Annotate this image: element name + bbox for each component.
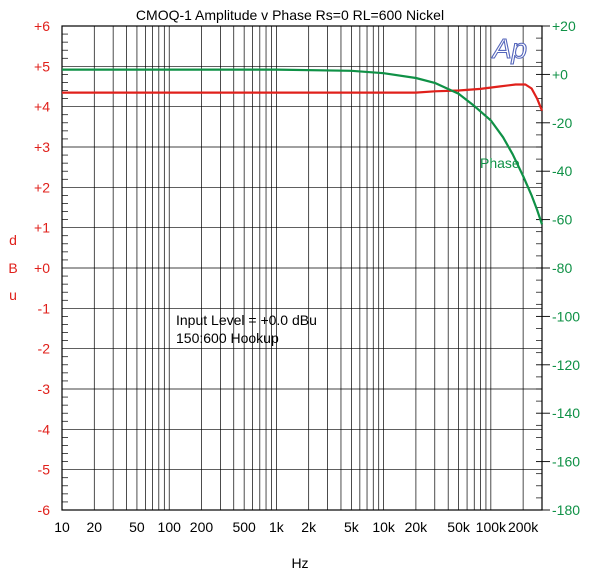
y-right-tick-label: +20: [552, 18, 576, 34]
ap-logo-icon: Ap: [491, 33, 527, 64]
y-right-tick-labels: +20 +0 -20 -40 -60 -80 -100 -120 -140 -160 -180: [552, 18, 580, 518]
annotation-input-level: Input Level = +0.0 dBu: [176, 312, 317, 328]
y-right-tick-label: -20: [552, 115, 572, 131]
x-tick-label: 200k: [508, 519, 539, 535]
y-left-tick-label: +6: [34, 18, 50, 34]
x-tick-label: 100: [158, 519, 182, 535]
x-tick-label: 100k: [476, 519, 507, 535]
y-right-tick-label: -140: [552, 405, 580, 421]
x-tick-label: 1k: [269, 519, 285, 535]
y-left-tick-label: -5: [38, 462, 51, 478]
plot-grid: [61, 25, 550, 511]
y-right-tick-label: -40: [552, 163, 572, 179]
x-tick-label: 20: [86, 519, 102, 535]
x-axis-label: Hz: [291, 555, 308, 571]
y-right-tick-label: -80: [552, 260, 572, 276]
y-axis-label-left: d B u: [8, 232, 17, 303]
x-tick-label: 10k: [372, 519, 396, 535]
y-axis-label-char-b: B: [8, 260, 17, 276]
amplitude-series-line: [62, 83, 544, 112]
y-left-tick-label: -4: [38, 421, 51, 437]
x-tick-label: 5k: [344, 519, 360, 535]
y-left-tick-label: -6: [38, 502, 51, 518]
y-left-tick-label: +1: [34, 220, 50, 236]
y-right-tick-label: -120: [552, 357, 580, 373]
y-axis-label-char-d: d: [9, 232, 17, 248]
y-left-tick-label: -3: [38, 381, 51, 397]
x-tick-label: 2k: [301, 519, 317, 535]
x-tick-labels: 10 20 50 100 200 500 1k 2k 5k 10k 20k 50k 100k 200k: [54, 519, 539, 535]
phase-series-label: Phase: [480, 155, 520, 171]
x-tick-label: 50k: [447, 519, 471, 535]
series-group: [62, 68, 544, 225]
y-right-tick-label: -160: [552, 454, 580, 470]
plot-frame: [61, 25, 543, 511]
y-left-tick-label: +2: [34, 179, 50, 195]
y-left-tick-label: +0: [34, 260, 50, 276]
x-tick-label: 200: [190, 519, 214, 535]
y-left-tick-label: +4: [34, 99, 50, 115]
x-tick-label: 10: [54, 519, 70, 535]
annotation-hookup: 150:600 Hookup: [176, 330, 279, 346]
y-axis-label-char-u: u: [9, 287, 17, 303]
y-left-tick-label: +5: [34, 58, 50, 74]
x-tick-label: 20k: [405, 519, 429, 535]
phase-series-line: [62, 68, 544, 225]
x-tick-label: 500: [232, 519, 256, 535]
y-right-tick-label: -60: [552, 212, 572, 228]
chart-title: CMOQ-1 Amplitude v Phase Rs=0 RL=600 Nic…: [136, 7, 444, 23]
audio-precision-logo: Ap: [490, 32, 527, 64]
y-right-tick-label: +0: [552, 66, 568, 82]
y-left-tick-labels: +6 +5 +4 +3 +2 +1 +0 -1 -2 -3 -4 -5 -6: [34, 18, 50, 518]
y-right-tick-label: -100: [552, 308, 580, 324]
y-left-tick-label: -2: [38, 341, 51, 357]
y-left-tick-label: -1: [38, 300, 51, 316]
y-left-tick-label: +3: [34, 139, 50, 155]
x-tick-label: 50: [129, 519, 145, 535]
y-right-tick-label: -180: [552, 502, 580, 518]
